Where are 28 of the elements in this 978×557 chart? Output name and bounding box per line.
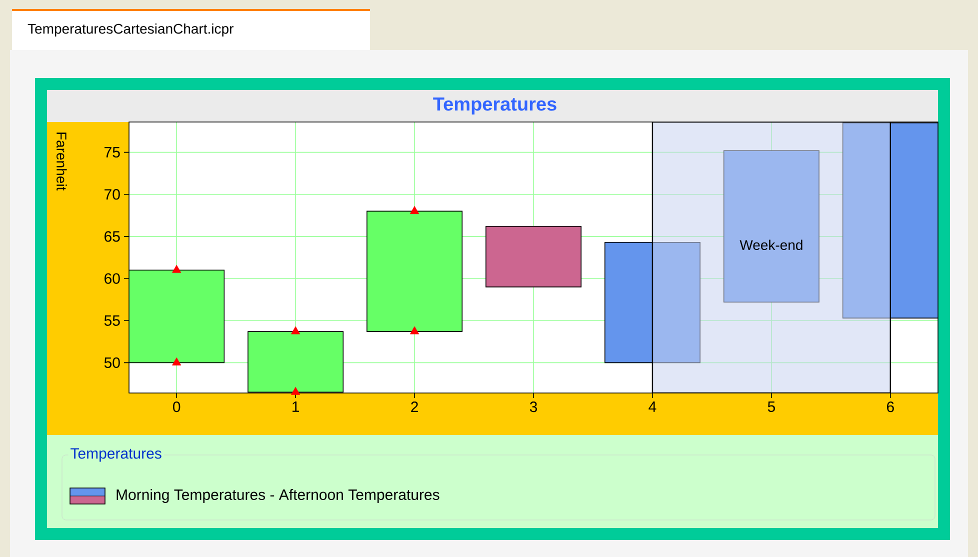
- x-tick-label: 4: [648, 402, 656, 412]
- point: [172, 357, 182, 366]
- y-tick-label: 60: [104, 273, 120, 284]
- legend-label: Morning Temperatures - Afternoon Temperatures: [116, 488, 440, 503]
- band-label: Week-end: [740, 240, 802, 250]
- y-tick-label: 50: [104, 357, 120, 368]
- x-tick-label: 5: [768, 402, 775, 412]
- point: [410, 326, 420, 334]
- point: [291, 386, 300, 395]
- point: [410, 206, 420, 214]
- bar: [366, 210, 463, 332]
- bar: [486, 226, 582, 288]
- legend-title: Temperatures: [70, 448, 162, 462]
- point: [291, 326, 300, 334]
- y-tick-label: 55: [104, 315, 120, 326]
- chart-title: Temperatures: [433, 97, 556, 114]
- y-tick-label: 70: [104, 189, 120, 200]
- bar: [723, 150, 820, 302]
- x-tick-label: 3: [530, 402, 538, 412]
- text: TemperaturesCartesianChart.icpr: [28, 23, 234, 37]
- y-axis-title: Farenheit: [56, 132, 67, 191]
- point: [172, 264, 182, 273]
- x-tick-label: 0: [173, 402, 180, 412]
- x-tick-label: 6: [887, 402, 894, 412]
- x-tick-label: 1: [292, 402, 299, 412]
- x-tick-label: 2: [411, 402, 418, 412]
- y-tick-label: 75: [104, 147, 120, 158]
- y-tick-label: 65: [104, 231, 120, 242]
